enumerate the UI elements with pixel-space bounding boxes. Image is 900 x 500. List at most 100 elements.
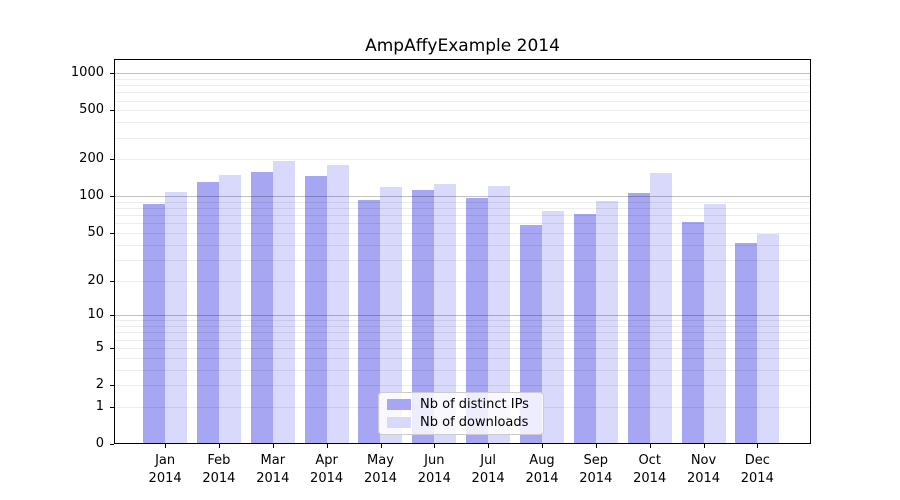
y-tick-label-5: 5 [95, 339, 104, 355]
x-tick-label-apr: Apr 2014 [310, 453, 344, 486]
gridline-major-10 [115, 315, 810, 317]
x-tick-mark-mar [272, 444, 274, 448]
bar-distinct-ips-dec [735, 243, 758, 444]
x-tick-mark-aug [542, 444, 543, 448]
legend-item-downloads: Nb of downloads [387, 415, 535, 430]
y-tick-mark-100 [110, 196, 114, 198]
legend-item-distinct-ips: Nb of distinct IPs [387, 397, 535, 412]
x-tick-mark-oct [649, 444, 651, 448]
x-tick-mark-jul [488, 444, 490, 448]
gridline-2 [115, 385, 810, 386]
bar-distinct-ips-jul [466, 197, 489, 444]
bar-distinct-ips-jun [412, 190, 435, 444]
bar-downloads-apr [326, 165, 349, 444]
gridline-60 [115, 223, 810, 225]
bar-downloads-aug [541, 211, 564, 444]
gridline-50 [115, 232, 810, 234]
bar-distinct-ips-may [358, 200, 381, 444]
bar-downloads-oct [649, 173, 672, 444]
y-tick-mark-1000 [110, 73, 114, 75]
bar-downloads-dec [757, 233, 780, 444]
gridline-700 [115, 92, 810, 94]
gridline-70 [115, 215, 810, 217]
x-tick-label-nov: Nov 2014 [686, 453, 721, 486]
x-tick-label-sep: Sep 2014 [579, 453, 613, 486]
y-tick-label-20: 20 [87, 272, 104, 288]
gridline-900 [115, 78, 810, 80]
y-tick-mark-50 [110, 232, 114, 234]
gridline-800 [115, 85, 810, 86]
y-tick-mark-20 [110, 280, 114, 282]
y-tick-label-1: 1 [95, 398, 104, 414]
legend-label-distinct-ips: Nb of distinct IPs [420, 397, 529, 412]
gridline-30 [115, 259, 810, 261]
gridline-5 [115, 347, 810, 349]
bar-downloads-jan [165, 192, 188, 444]
y-tick-mark-500 [110, 110, 114, 112]
gridline-500 [115, 110, 810, 112]
y-tick-label-1000: 1000 [70, 65, 104, 81]
y-tick-label-200: 200 [79, 151, 104, 167]
x-tick-label-jun: Jun 2014 [417, 453, 451, 486]
gridline-80 [115, 208, 810, 210]
x-tick-label-mar: Mar 2014 [256, 453, 290, 486]
x-tick-mark-may [380, 444, 382, 448]
y-tick-label-50: 50 [87, 224, 104, 240]
x-tick-label-jul: Jul 2014 [471, 453, 505, 486]
bar-downloads-mar [272, 161, 295, 444]
gridline-400 [115, 122, 810, 124]
legend-swatch-downloads [387, 417, 411, 428]
gridline-9 [115, 320, 810, 322]
y-tick-mark-2 [110, 385, 114, 386]
x-tick-mark-jan [165, 444, 167, 448]
y-tick-label-100: 100 [79, 188, 104, 204]
y-tick-label-2: 2 [95, 377, 104, 392]
bar-downloads-jul [488, 186, 511, 444]
x-tick-label-aug: Aug 2014 [525, 453, 559, 486]
gridline-4 [115, 357, 810, 359]
x-tick-label-dec: Dec 2014 [740, 453, 774, 486]
y-tick-mark-1 [110, 406, 114, 408]
x-tick-mark-nov [703, 444, 705, 448]
gridline-90 [115, 201, 810, 203]
gridline-major-1000 [115, 73, 810, 75]
y-tick-mark-5 [110, 347, 114, 349]
bar-downloads-nov [703, 204, 726, 444]
x-tick-mark-feb [218, 444, 220, 448]
bar-distinct-ips-jan [143, 203, 166, 444]
x-tick-mark-jun [434, 444, 436, 448]
bar-distinct-ips-mar [250, 172, 273, 444]
x-tick-label-feb: Feb 2014 [202, 453, 236, 486]
y-tick-label-500: 500 [79, 102, 104, 118]
bar-distinct-ips-oct [627, 193, 650, 444]
bar-downloads-feb [218, 174, 241, 444]
x-tick-mark-dec [757, 444, 759, 448]
bar-downloads-may [380, 186, 403, 444]
bar-downloads-jun [434, 183, 457, 444]
gridline-200 [115, 159, 810, 161]
chart-title: AmpAffyExample 2014 [365, 36, 560, 56]
gridline-8 [115, 326, 810, 327]
bar-distinct-ips-aug [519, 225, 542, 444]
gridline-20 [115, 280, 810, 282]
y-tick-label-10: 10 [87, 307, 104, 323]
legend-label-downloads: Nb of downloads [420, 415, 529, 430]
x-tick-label-may: May 2014 [363, 453, 398, 486]
y-tick-mark-10 [110, 315, 114, 317]
gridline-3 [115, 369, 810, 371]
gridline-major-100 [115, 196, 810, 198]
x-tick-mark-apr [326, 444, 328, 448]
bar-distinct-ips-apr [304, 176, 327, 444]
legend-swatch-distinct-ips [387, 399, 411, 410]
bar-distinct-ips-sep [573, 214, 596, 444]
x-tick-mark-sep [595, 444, 597, 448]
gridline-6 [115, 339, 810, 341]
gridline-7 [115, 332, 810, 334]
bar-distinct-ips-feb [196, 182, 219, 444]
x-tick-label-oct: Oct 2014 [633, 453, 667, 486]
x-tick-label-jan: Jan 2014 [148, 453, 182, 486]
bar-distinct-ips-nov [681, 221, 704, 444]
y-tick-label-0: 0 [95, 436, 104, 451]
y-tick-mark-200 [110, 159, 114, 161]
